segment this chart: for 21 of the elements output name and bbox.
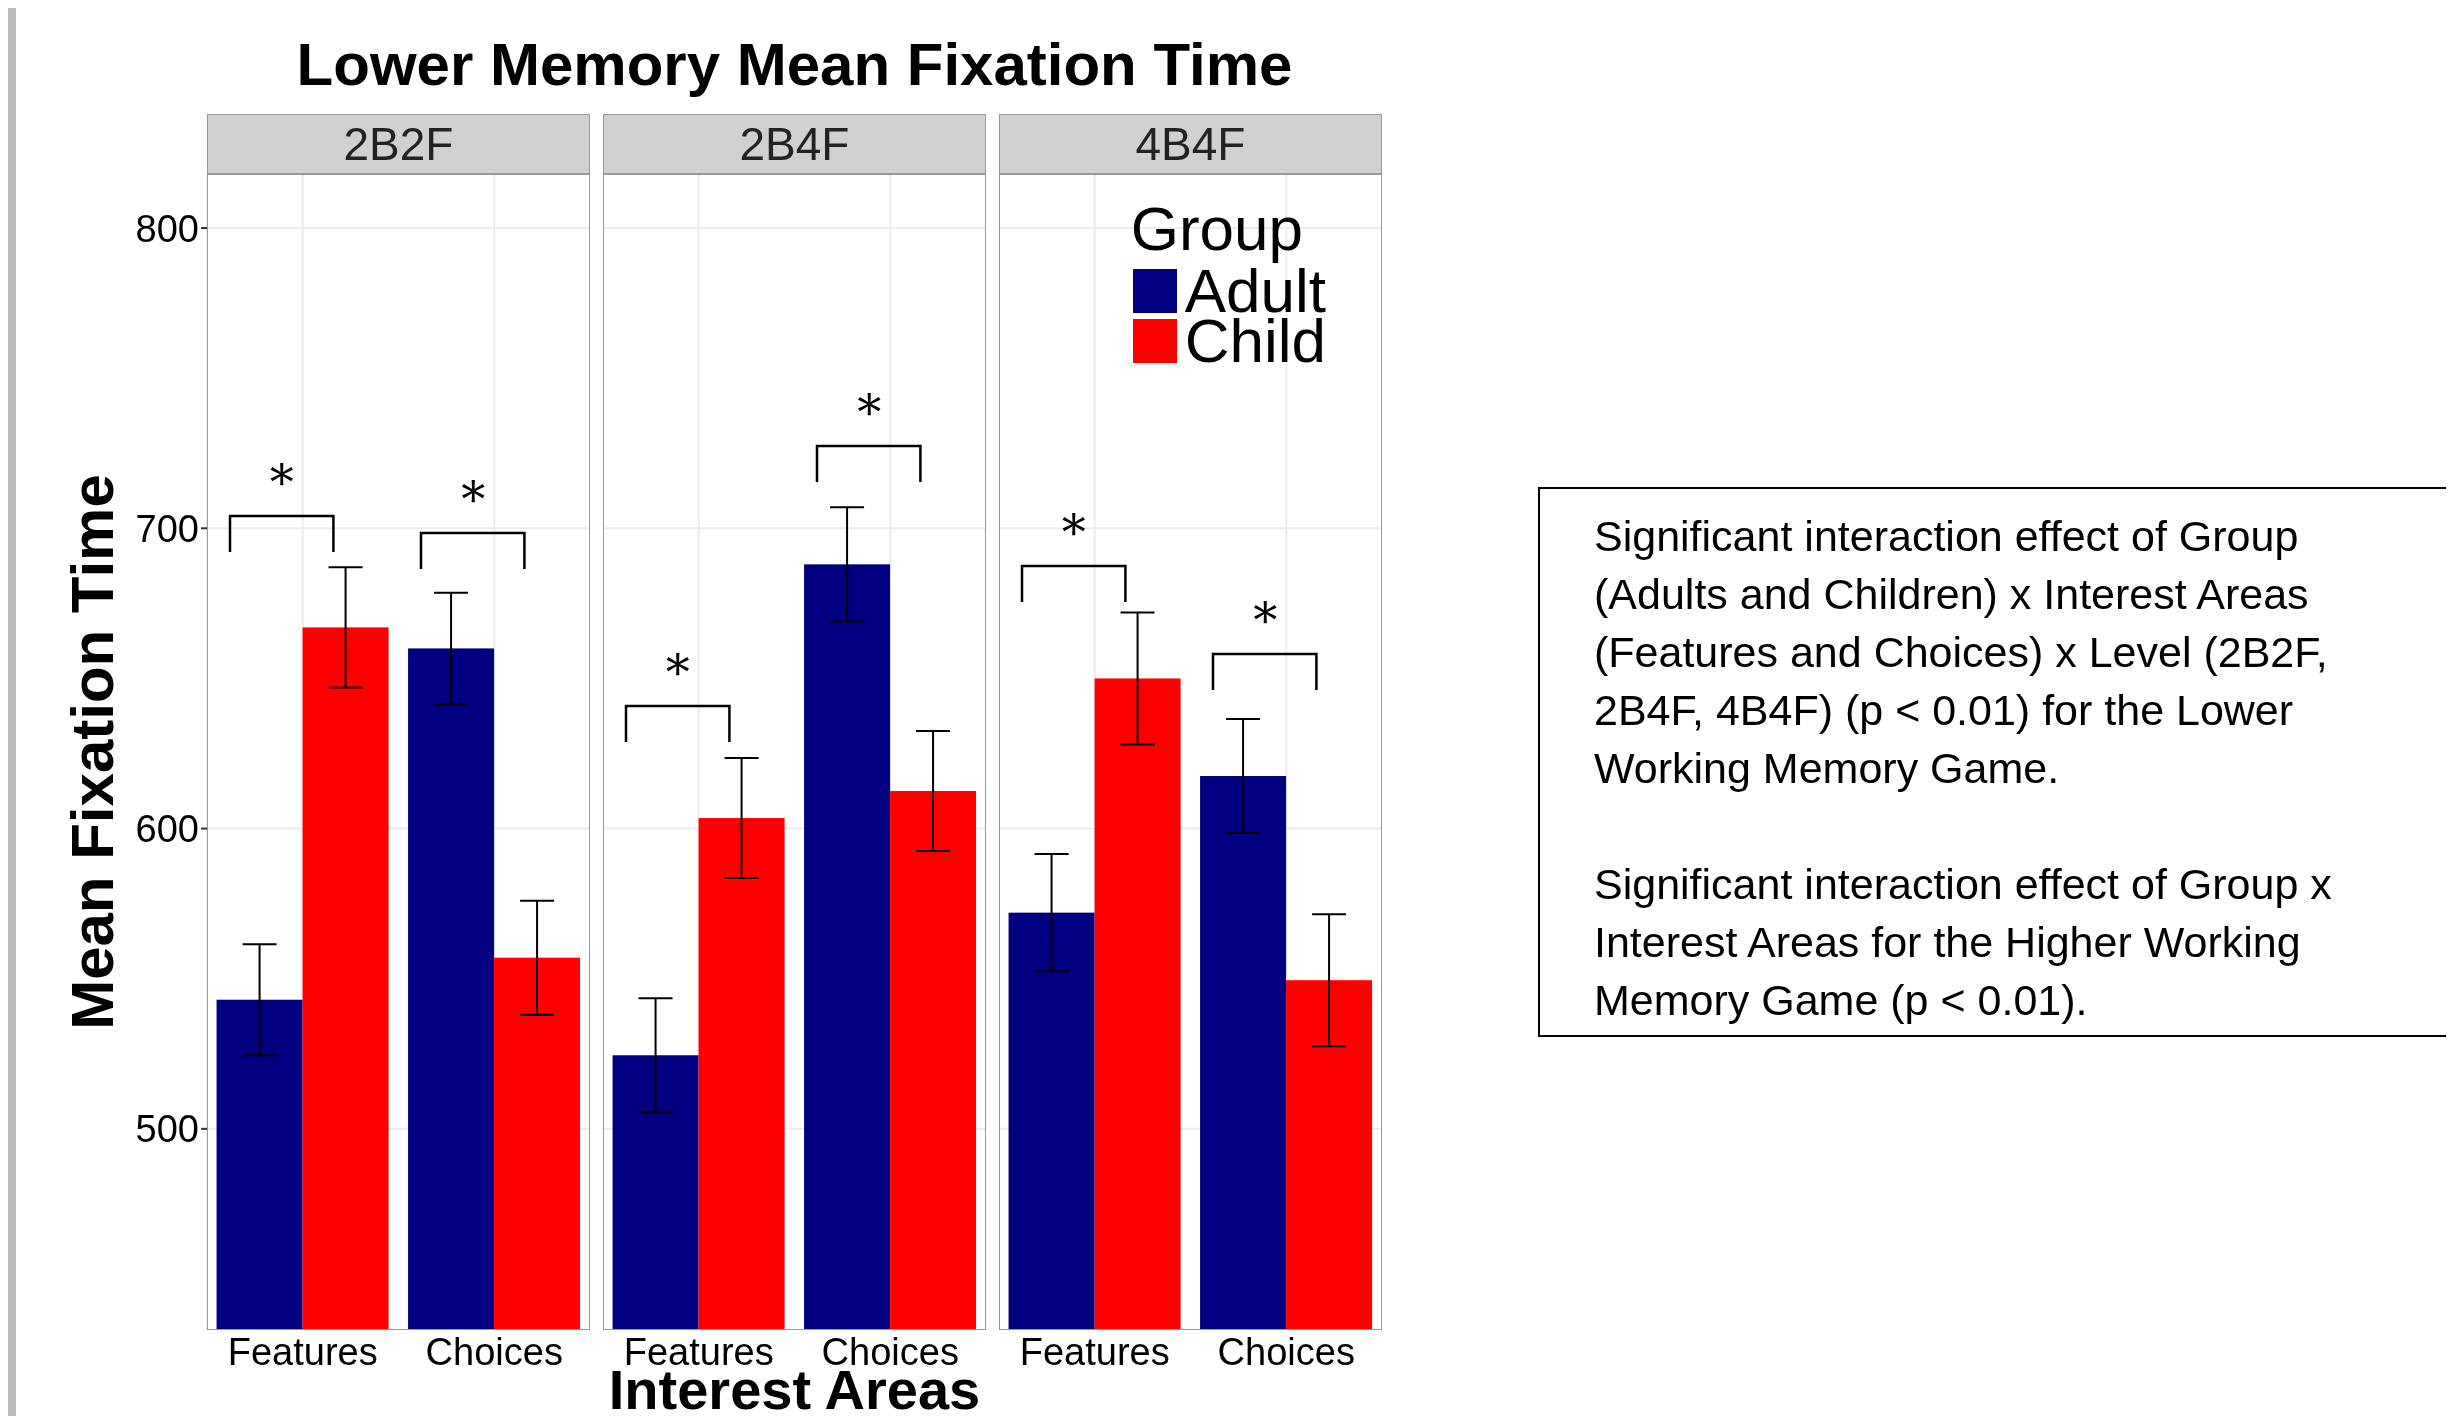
text: Significant interaction effect of Group x Interest Areas for the Higher Working Memory Game (p < 0.01).: [1594, 859, 2333, 1026]
x-tick-label: Choices: [425, 1330, 563, 1373]
x-tick-label: Features: [227, 1330, 378, 1373]
chart-subtitle: 4B4F: [999, 114, 1382, 174]
x-tick-label: Features: [1019, 1330, 1170, 1373]
y-tick-label: 800: [135, 207, 199, 250]
y-tick-label: 500: [135, 1108, 199, 1151]
annotation: *: [856, 384, 883, 440]
annotation: *: [460, 471, 487, 527]
annotation: *: [1252, 592, 1279, 648]
text: Lower Memory Mean Fixation Time: [295, 30, 1294, 99]
y-axis-title: Mean Fixation Time: [58, 473, 127, 1032]
x-tick-label: Choices: [1217, 1330, 1355, 1373]
annotation: *: [664, 644, 691, 700]
y-tick-label: 600: [135, 808, 199, 851]
annotation: *: [268, 454, 295, 510]
y-tick-label: 700: [135, 507, 199, 550]
annotation: *: [1060, 504, 1087, 560]
chart-subtitle: 2B4F: [603, 114, 986, 174]
chart-subtitle: 2B2F: [207, 114, 590, 174]
text: Significant interaction effect of Group (Adults and Children) x Interest Areas (Features and Choices) x Level (2B2F, 2B4F, 4B4F) (p < 0.01) for the Lower Working Memory Game.: [1594, 511, 2329, 794]
